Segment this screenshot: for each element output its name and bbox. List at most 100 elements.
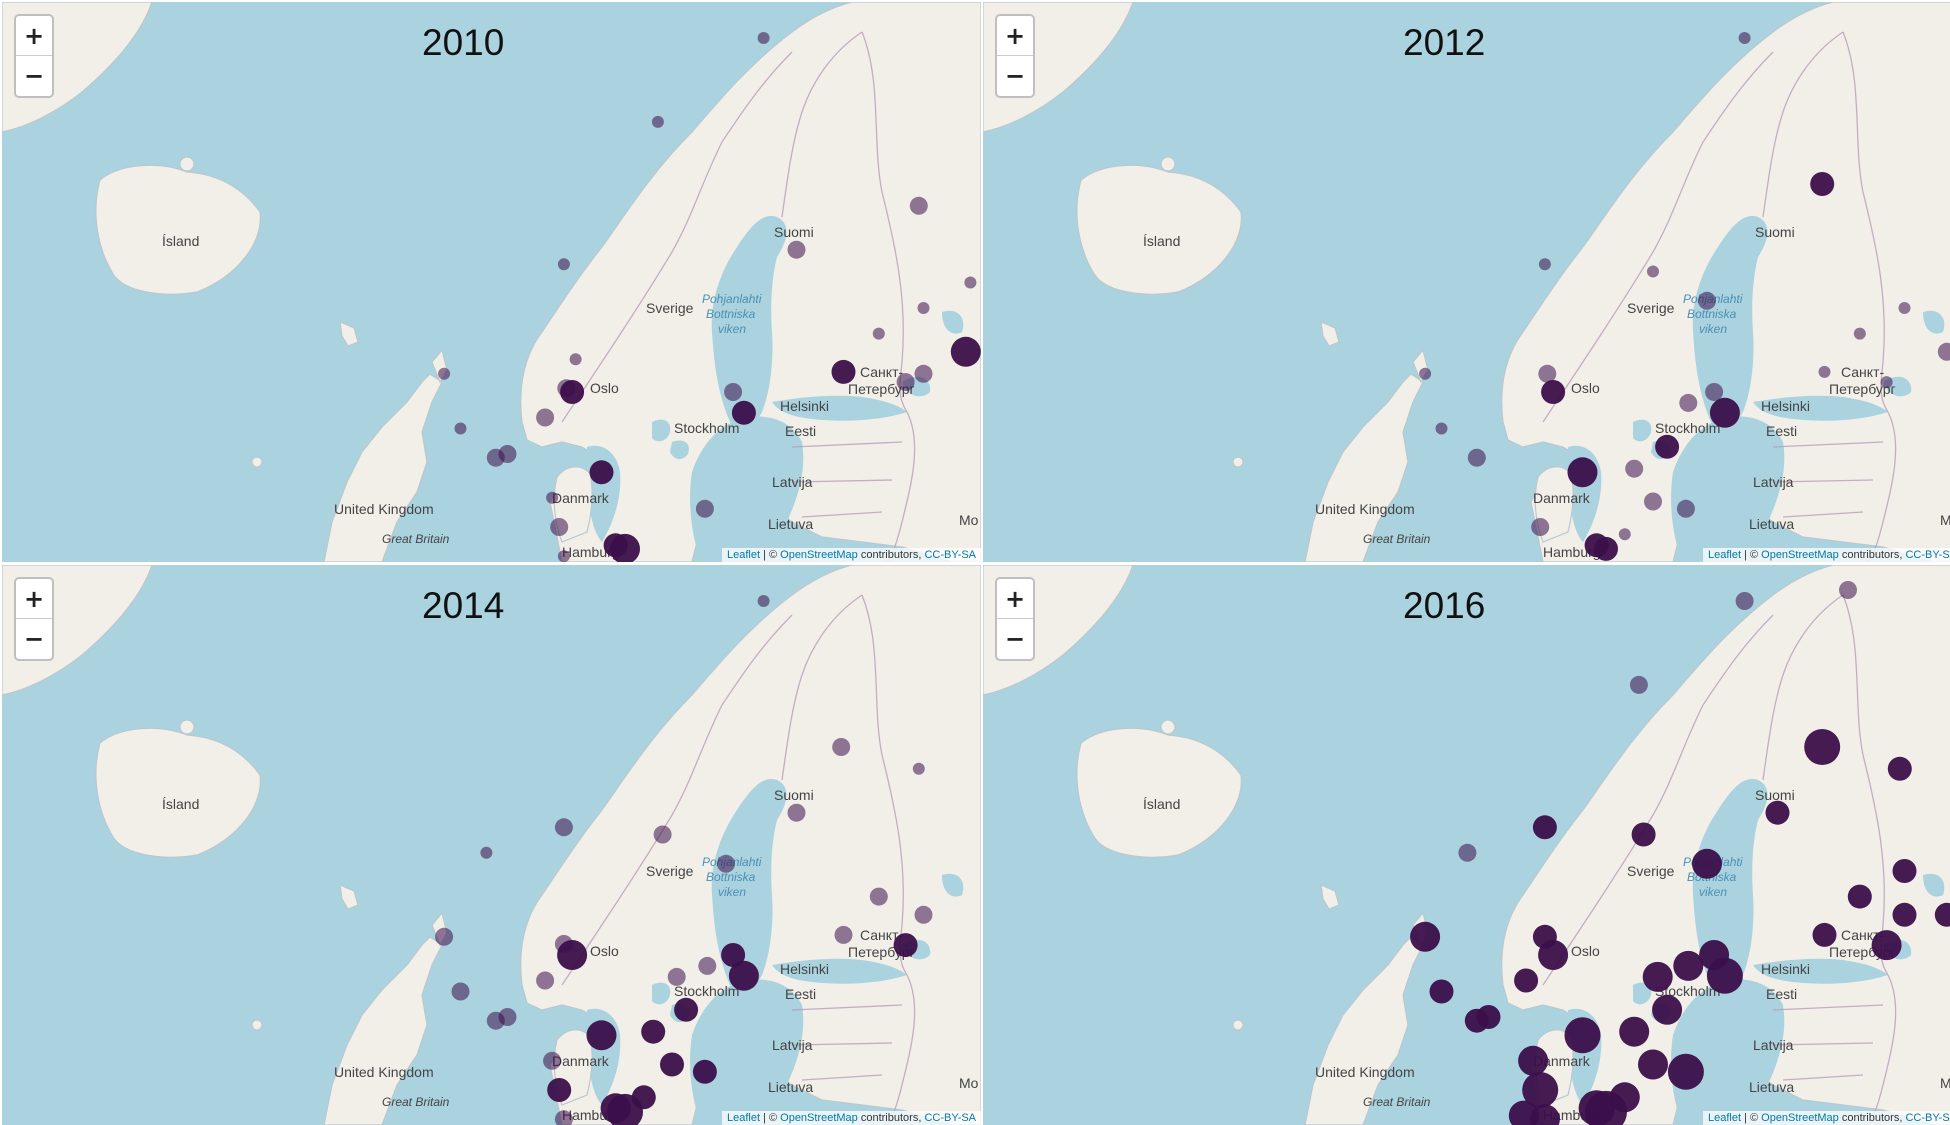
data-marker[interactable] bbox=[724, 383, 743, 401]
data-marker[interactable] bbox=[695, 499, 714, 518]
data-marker[interactable] bbox=[1538, 364, 1557, 383]
data-marker[interactable] bbox=[717, 854, 735, 873]
data-marker[interactable] bbox=[757, 595, 770, 607]
data-marker[interactable] bbox=[872, 327, 885, 340]
map-panel[interactable]: + − 2016 Ísland Suomi Sverige Pohjanlaht… bbox=[983, 565, 1950, 1125]
data-marker[interactable] bbox=[1619, 1016, 1650, 1047]
data-marker[interactable] bbox=[536, 971, 555, 990]
data-marker[interactable] bbox=[1698, 291, 1716, 310]
data-marker[interactable] bbox=[787, 240, 806, 259]
data-marker[interactable] bbox=[1892, 902, 1917, 927]
data-marker[interactable] bbox=[480, 846, 493, 859]
osm-link[interactable]: OpenStreetMap bbox=[780, 549, 858, 561]
osm-link[interactable]: OpenStreetMap bbox=[1761, 1112, 1839, 1124]
data-marker[interactable] bbox=[1738, 32, 1751, 44]
data-marker[interactable] bbox=[651, 115, 664, 128]
map-panel[interactable]: + − 2010 Ísland Suomi Sverige Pohjanlaht… bbox=[2, 2, 981, 562]
data-marker[interactable] bbox=[1655, 434, 1680, 459]
leaflet-link[interactable]: Leaflet bbox=[726, 1112, 760, 1124]
data-marker[interactable] bbox=[543, 1051, 562, 1070]
license-link[interactable]: CC-BY-SA bbox=[924, 549, 976, 561]
data-marker[interactable] bbox=[1538, 258, 1551, 271]
data-marker[interactable] bbox=[1618, 528, 1631, 541]
data-marker[interactable] bbox=[757, 32, 770, 44]
data-marker[interactable] bbox=[557, 379, 576, 398]
data-marker[interactable] bbox=[1937, 342, 1950, 361]
data-marker[interactable] bbox=[893, 933, 918, 958]
data-marker[interactable] bbox=[1853, 327, 1866, 340]
data-marker[interactable] bbox=[1564, 1017, 1601, 1054]
data-marker[interactable] bbox=[550, 518, 569, 536]
map-panel[interactable]: + − 2012 Ísland Suomi Sverige Pohjanlaht… bbox=[983, 2, 1950, 562]
data-marker[interactable] bbox=[964, 276, 977, 289]
data-marker[interactable] bbox=[1609, 1082, 1640, 1113]
data-marker[interactable] bbox=[536, 408, 555, 427]
data-marker[interactable] bbox=[546, 491, 559, 504]
data-marker[interactable] bbox=[1699, 940, 1730, 970]
data-marker[interactable] bbox=[1584, 533, 1609, 558]
data-marker[interactable] bbox=[1625, 459, 1644, 478]
data-marker[interactable] bbox=[1810, 172, 1835, 196]
data-marker[interactable] bbox=[1818, 365, 1831, 378]
data-marker[interactable] bbox=[1647, 265, 1659, 278]
data-marker[interactable] bbox=[834, 925, 853, 944]
data-marker[interactable] bbox=[569, 353, 582, 366]
data-marker[interactable] bbox=[667, 967, 686, 986]
data-marker[interactable] bbox=[1765, 800, 1790, 825]
data-marker[interactable] bbox=[1887, 756, 1912, 781]
zoom-out-button[interactable]: − bbox=[16, 55, 52, 95]
data-marker[interactable] bbox=[653, 825, 672, 844]
data-marker[interactable] bbox=[1880, 376, 1893, 389]
data-marker[interactable] bbox=[950, 336, 981, 367]
data-marker[interactable] bbox=[731, 400, 756, 425]
data-marker[interactable] bbox=[914, 905, 933, 924]
zoom-in-button[interactable]: + bbox=[1004, 21, 1026, 50]
data-marker[interactable] bbox=[1514, 968, 1539, 993]
data-marker[interactable] bbox=[554, 935, 573, 953]
data-marker[interactable] bbox=[1667, 1053, 1704, 1090]
data-marker[interactable] bbox=[1847, 884, 1872, 909]
zoom-in-button[interactable]: + bbox=[23, 21, 45, 50]
data-marker[interactable] bbox=[660, 1052, 684, 1077]
data-marker[interactable] bbox=[914, 364, 933, 383]
data-marker[interactable] bbox=[721, 943, 746, 967]
zoom-in-button[interactable]: + bbox=[1004, 584, 1026, 613]
zoom-out-button[interactable]: − bbox=[997, 618, 1033, 658]
data-marker[interactable] bbox=[631, 1085, 656, 1110]
data-marker[interactable] bbox=[1419, 367, 1432, 380]
data-marker[interactable] bbox=[1709, 397, 1740, 428]
data-marker[interactable] bbox=[498, 1008, 517, 1026]
data-marker[interactable] bbox=[698, 956, 717, 975]
zoom-in-button[interactable]: + bbox=[23, 584, 45, 613]
data-marker[interactable] bbox=[1812, 922, 1837, 947]
data-marker[interactable] bbox=[641, 1019, 666, 1044]
data-marker[interactable] bbox=[1804, 729, 1841, 765]
data-marker[interactable] bbox=[603, 533, 628, 558]
data-marker[interactable] bbox=[1629, 675, 1648, 694]
data-marker[interactable] bbox=[1898, 302, 1911, 314]
data-marker[interactable] bbox=[1429, 979, 1454, 1004]
leaflet-link[interactable]: Leaflet bbox=[1707, 549, 1741, 561]
data-marker[interactable] bbox=[869, 887, 888, 906]
data-marker[interactable] bbox=[1435, 422, 1448, 435]
data-marker[interactable] bbox=[1410, 921, 1441, 952]
data-marker[interactable] bbox=[1518, 1045, 1549, 1076]
data-marker[interactable] bbox=[1892, 859, 1917, 883]
data-marker[interactable] bbox=[486, 448, 505, 467]
data-marker[interactable] bbox=[1467, 448, 1486, 467]
data-marker[interactable] bbox=[1679, 393, 1698, 412]
data-marker[interactable] bbox=[554, 1110, 573, 1125]
data-marker[interactable] bbox=[896, 373, 915, 392]
data-marker[interactable] bbox=[589, 460, 614, 485]
leaflet-link[interactable]: Leaflet bbox=[726, 549, 760, 561]
data-marker[interactable] bbox=[831, 359, 856, 384]
map-panel[interactable]: + − 2014 Ísland Suomi Sverige Pohjanlaht… bbox=[2, 565, 981, 1125]
data-marker[interactable] bbox=[1652, 994, 1683, 1025]
data-marker[interactable] bbox=[1578, 1090, 1615, 1125]
data-marker[interactable] bbox=[557, 550, 570, 562]
data-marker[interactable] bbox=[438, 367, 451, 380]
data-marker[interactable] bbox=[909, 196, 928, 215]
data-marker[interactable] bbox=[1532, 815, 1557, 840]
data-marker[interactable] bbox=[1522, 1072, 1559, 1108]
leaflet-link[interactable]: Leaflet bbox=[1707, 1112, 1741, 1124]
